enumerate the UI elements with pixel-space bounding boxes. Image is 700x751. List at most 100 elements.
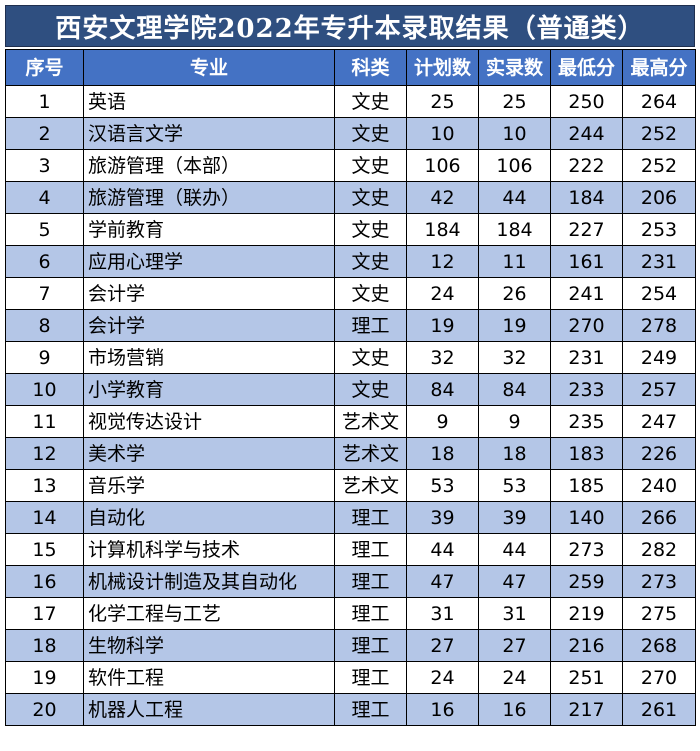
cell-planned: 16 [406, 693, 479, 726]
table-row: 8 会计学 理工 19 19 270 278 [5, 309, 696, 342]
cell-max-score: 252 [622, 149, 696, 182]
cell-min-score: 231 [550, 341, 623, 374]
cell-min-score: 259 [550, 565, 623, 598]
table-row: 4 旅游管理（联办） 文史 42 44 184 206 [5, 181, 696, 214]
cell-admitted: 39 [478, 501, 551, 534]
cell-major: 应用心理学 [83, 245, 335, 278]
cell-planned: 18 [406, 437, 479, 470]
cell-max-score: 261 [622, 693, 696, 726]
cell-min-score: 251 [550, 661, 623, 694]
cell-planned: 32 [406, 341, 479, 374]
cell-major: 机械设计制造及其自动化 [83, 565, 335, 598]
cell-major: 视觉传达设计 [83, 405, 335, 438]
cell-admitted: 106 [478, 149, 551, 182]
table-row: 18 生物科学 理工 27 27 216 268 [5, 629, 696, 662]
cell-planned: 106 [406, 149, 479, 182]
table-row: 17 化学工程与工艺 理工 31 31 219 275 [5, 597, 696, 630]
cell-category: 文史 [334, 245, 407, 278]
cell-category: 理工 [334, 501, 407, 534]
cell-index: 9 [5, 341, 84, 374]
cell-planned: 25 [406, 85, 479, 118]
header-category: 科类 [334, 49, 407, 86]
table-row: 6 应用心理学 文史 12 11 161 231 [5, 245, 696, 278]
cell-major: 化学工程与工艺 [83, 597, 335, 630]
page-title: 西安文理学院2022年专升本录取结果（普通类） [5, 5, 695, 47]
cell-max-score: 282 [622, 533, 696, 566]
header-major: 专业 [83, 49, 335, 86]
cell-min-score: 183 [550, 437, 623, 470]
cell-index: 5 [5, 213, 84, 246]
table-row: 12 美术学 艺术文 18 18 183 226 [5, 437, 696, 470]
cell-major: 会计学 [83, 277, 335, 310]
table-row: 1 英语 文史 25 25 250 264 [5, 85, 696, 118]
table-row: 7 会计学 文史 24 26 241 254 [5, 277, 696, 310]
cell-admitted: 16 [478, 693, 551, 726]
cell-category: 文史 [334, 341, 407, 374]
cell-admitted: 24 [478, 661, 551, 694]
header-index: 序号 [5, 49, 84, 86]
table-row: 19 软件工程 理工 24 24 251 270 [5, 661, 696, 694]
cell-min-score: 235 [550, 405, 623, 438]
cell-major: 软件工程 [83, 661, 335, 694]
cell-min-score: 250 [550, 85, 623, 118]
cell-major: 旅游管理（本部） [83, 149, 335, 182]
cell-category: 文史 [334, 117, 407, 150]
cell-admitted: 25 [478, 85, 551, 118]
cell-planned: 19 [406, 309, 479, 342]
cell-admitted: 27 [478, 629, 551, 662]
header-admitted: 实录数 [478, 49, 551, 86]
cell-planned: 27 [406, 629, 479, 662]
cell-index: 14 [5, 501, 84, 534]
cell-major: 旅游管理（联办） [83, 181, 335, 214]
cell-admitted: 19 [478, 309, 551, 342]
cell-major: 学前教育 [83, 213, 335, 246]
cell-index: 20 [5, 693, 84, 726]
cell-max-score: 226 [622, 437, 696, 470]
cell-admitted: 44 [478, 181, 551, 214]
cell-planned: 9 [406, 405, 479, 438]
cell-category: 理工 [334, 693, 407, 726]
cell-planned: 84 [406, 373, 479, 406]
cell-major: 会计学 [83, 309, 335, 342]
table-row: 13 音乐学 艺术文 53 53 185 240 [5, 469, 696, 502]
cell-admitted: 18 [478, 437, 551, 470]
cell-planned: 44 [406, 533, 479, 566]
cell-min-score: 216 [550, 629, 623, 662]
table-row: 5 学前教育 文史 184 184 227 253 [5, 213, 696, 246]
cell-admitted: 11 [478, 245, 551, 278]
header-min-score: 最低分 [550, 49, 623, 86]
results-table: 序号 专业 科类 计划数 实录数 最低分 最高分 1 英语 文史 25 25 250 264… [5, 49, 696, 726]
cell-planned: 47 [406, 565, 479, 598]
cell-planned: 12 [406, 245, 479, 278]
cell-category: 文史 [334, 85, 407, 118]
cell-category: 理工 [334, 597, 407, 630]
cell-max-score: 273 [622, 565, 696, 598]
cell-index: 1 [5, 85, 84, 118]
cell-min-score: 270 [550, 309, 623, 342]
cell-max-score: 268 [622, 629, 696, 662]
cell-major: 汉语言文学 [83, 117, 335, 150]
header-max-score: 最高分 [622, 49, 696, 86]
cell-index: 16 [5, 565, 84, 598]
cell-max-score: 252 [622, 117, 696, 150]
cell-admitted: 53 [478, 469, 551, 502]
cell-index: 17 [5, 597, 84, 630]
cell-category: 艺术文 [334, 405, 407, 438]
cell-category: 文史 [334, 149, 407, 182]
cell-index: 8 [5, 309, 84, 342]
cell-major: 生物科学 [83, 629, 335, 662]
cell-max-score: 254 [622, 277, 696, 310]
cell-admitted: 9 [478, 405, 551, 438]
cell-index: 15 [5, 533, 84, 566]
table-row: 14 自动化 理工 39 39 140 266 [5, 501, 696, 534]
cell-max-score: 264 [622, 85, 696, 118]
cell-min-score: 227 [550, 213, 623, 246]
cell-category: 理工 [334, 533, 407, 566]
cell-max-score: 270 [622, 661, 696, 694]
cell-major: 机器人工程 [83, 693, 335, 726]
cell-admitted: 44 [478, 533, 551, 566]
cell-category: 理工 [334, 661, 407, 694]
cell-admitted: 184 [478, 213, 551, 246]
cell-index: 13 [5, 469, 84, 502]
cell-index: 7 [5, 277, 84, 310]
